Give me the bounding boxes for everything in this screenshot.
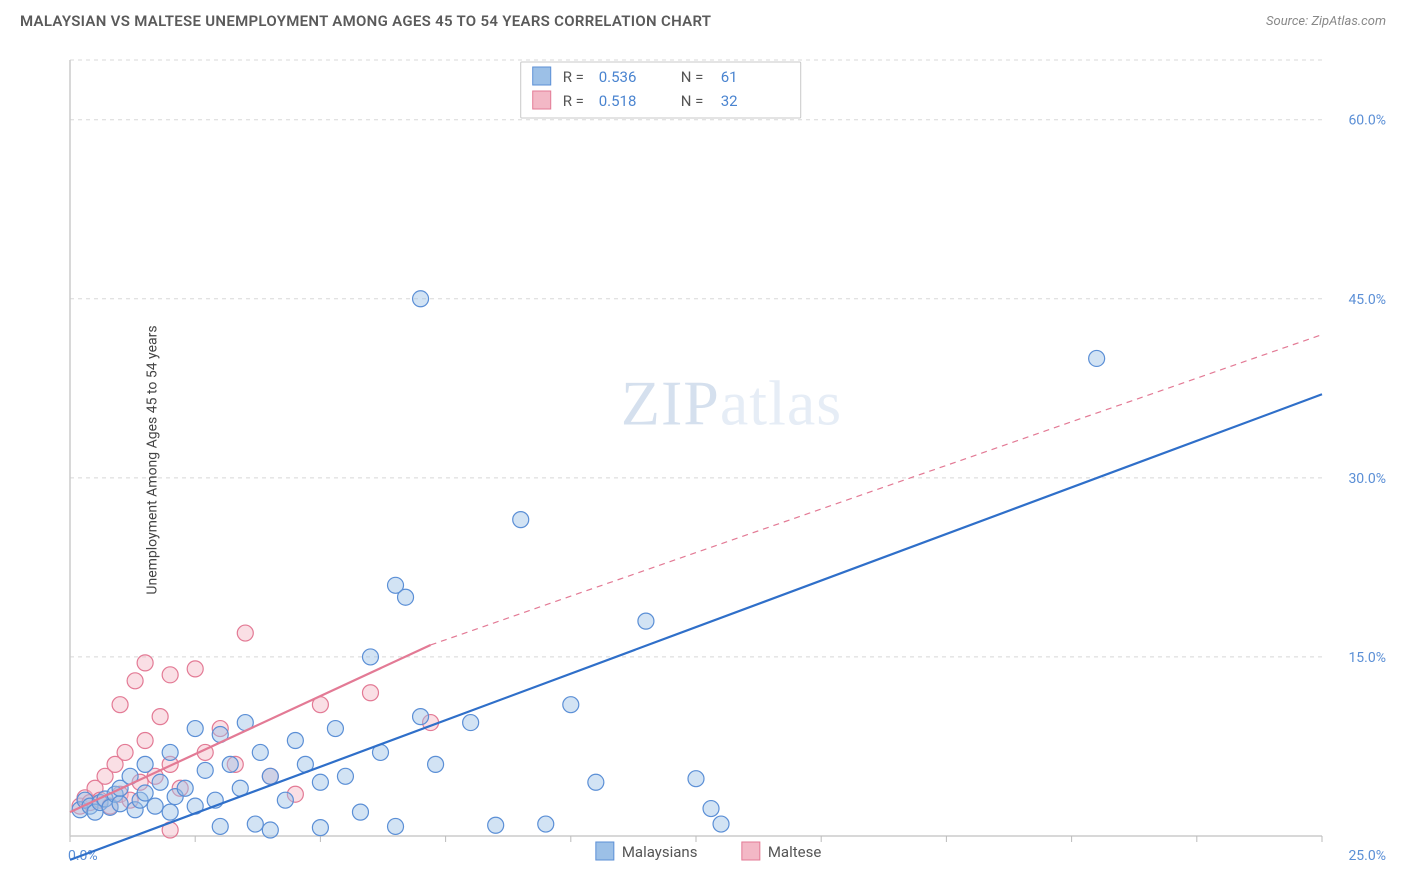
point-malaysians bbox=[137, 785, 153, 801]
point-malaysians bbox=[222, 756, 238, 772]
point-malaysians bbox=[247, 816, 263, 832]
point-malaysians bbox=[197, 762, 213, 778]
point-malaysians bbox=[413, 709, 429, 725]
point-maltese bbox=[152, 709, 168, 725]
stats-r-label: R = bbox=[563, 68, 584, 86]
point-malaysians bbox=[312, 820, 328, 836]
point-malaysians bbox=[513, 512, 529, 528]
chart-header: MALAYSIAN VS MALTESE UNEMPLOYMENT AMONG … bbox=[0, 0, 1406, 38]
point-malaysians bbox=[362, 649, 378, 665]
point-malaysians bbox=[713, 816, 729, 832]
point-malaysians bbox=[137, 756, 153, 772]
point-malaysians bbox=[152, 774, 168, 790]
legend-swatch bbox=[596, 842, 614, 860]
chart-title: MALAYSIAN VS MALTESE UNEMPLOYMENT AMONG … bbox=[20, 12, 711, 30]
point-malaysians bbox=[187, 721, 203, 737]
point-malaysians bbox=[413, 291, 429, 307]
point-malaysians bbox=[252, 744, 268, 760]
stats-swatch bbox=[533, 91, 551, 109]
trendline-maltese bbox=[70, 645, 431, 812]
point-malaysians bbox=[1089, 350, 1105, 366]
y-tick-label: 15.0% bbox=[1348, 650, 1386, 666]
point-malaysians bbox=[327, 721, 343, 737]
point-malaysians bbox=[488, 817, 504, 833]
point-malaysians bbox=[162, 804, 178, 820]
point-malaysians bbox=[638, 613, 654, 629]
stats-r-value: 0.518 bbox=[599, 92, 637, 110]
stats-r-value: 0.536 bbox=[599, 68, 637, 86]
stats-n-value: 61 bbox=[721, 68, 738, 86]
point-malaysians bbox=[212, 818, 228, 834]
trendline-maltese-extrapolated bbox=[431, 335, 1322, 645]
stats-n-label: N = bbox=[681, 92, 704, 110]
stats-n-value: 32 bbox=[721, 92, 738, 110]
point-malaysians bbox=[563, 697, 579, 713]
point-malaysians bbox=[538, 816, 554, 832]
point-maltese bbox=[112, 697, 128, 713]
point-malaysians bbox=[352, 804, 368, 820]
point-malaysians bbox=[703, 801, 719, 817]
point-maltese bbox=[137, 655, 153, 671]
point-malaysians bbox=[463, 715, 479, 731]
point-malaysians bbox=[388, 818, 404, 834]
y-tick-label: 60.0% bbox=[1348, 113, 1386, 129]
point-malaysians bbox=[287, 732, 303, 748]
point-maltese bbox=[237, 625, 253, 641]
point-maltese bbox=[127, 673, 143, 689]
point-malaysians bbox=[428, 756, 444, 772]
point-malaysians bbox=[147, 798, 163, 814]
point-malaysians bbox=[337, 768, 353, 784]
legend-label: Maltese bbox=[768, 843, 822, 861]
trendline-malaysians bbox=[70, 394, 1322, 860]
point-malaysians bbox=[588, 774, 604, 790]
point-malaysians bbox=[162, 744, 178, 760]
point-malaysians bbox=[388, 577, 404, 593]
stats-swatch bbox=[533, 67, 551, 85]
point-malaysians bbox=[177, 780, 193, 796]
point-malaysians bbox=[277, 792, 293, 808]
scatter-chart: 15.0%30.0%45.0%60.0%0.0%25.0%ZIPatlasR =… bbox=[52, 42, 1392, 878]
point-malaysians bbox=[688, 771, 704, 787]
point-maltese bbox=[162, 667, 178, 683]
point-malaysians bbox=[312, 774, 328, 790]
chart-area: Unemployment Among Ages 45 to 54 years 1… bbox=[52, 42, 1392, 878]
stats-n-label: N = bbox=[681, 68, 704, 86]
point-maltese bbox=[362, 685, 378, 701]
point-malaysians bbox=[262, 768, 278, 784]
watermark: ZIPatlas bbox=[621, 368, 842, 439]
point-maltese bbox=[187, 661, 203, 677]
y-axis-label: Unemployment Among Ages 45 to 54 years bbox=[145, 325, 161, 594]
y-tick-label: 45.0% bbox=[1348, 292, 1386, 308]
legend-label: Malaysians bbox=[622, 843, 698, 861]
x-tick-label: 25.0% bbox=[1348, 848, 1386, 864]
stats-r-label: R = bbox=[563, 92, 584, 110]
point-malaysians bbox=[262, 822, 278, 838]
chart-source: Source: ZipAtlas.com bbox=[1266, 14, 1386, 29]
legend-swatch bbox=[742, 842, 760, 860]
point-maltese bbox=[117, 744, 133, 760]
y-tick-label: 30.0% bbox=[1348, 471, 1386, 487]
point-malaysians bbox=[112, 796, 128, 812]
point-maltese bbox=[137, 732, 153, 748]
